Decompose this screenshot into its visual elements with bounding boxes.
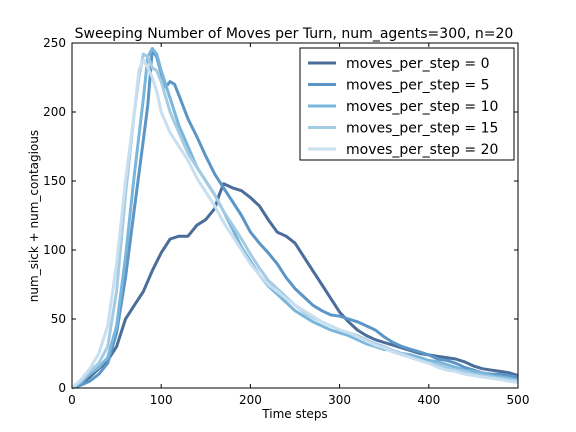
y-axis-label: num_sick + num_contagious — [27, 130, 41, 302]
legend: moves_per_step = 0 moves_per_step = 5 move… — [299, 47, 515, 161]
x-tick-label: 400 — [417, 393, 440, 407]
series-line-1 — [71, 48, 519, 390]
legend-label-3: moves_per_step = 15 — [346, 121, 498, 137]
legend-label-2: moves_per_step = 10 — [346, 99, 498, 115]
chart-title: Sweeping Number of Moves per Turn, num_a… — [75, 26, 514, 42]
x-tick-label: 200 — [239, 393, 262, 407]
series-line-4 — [70, 58, 519, 390]
legend-label-1: moves_per_step = 5 — [346, 78, 489, 94]
series-line-3 — [71, 52, 519, 390]
y-axis: 0 50 100 150 200 250 — [43, 36, 518, 395]
y-tick-label: 50 — [51, 312, 66, 326]
y-tick-label: 100 — [43, 243, 66, 257]
y-tick-label: 250 — [43, 36, 66, 50]
y-tick-label: 200 — [43, 105, 66, 119]
x-tick-label: 0 — [68, 393, 76, 407]
series-layer — [70, 47, 519, 390]
legend-label-4: moves_per_step = 20 — [346, 142, 498, 158]
series-line-2 — [71, 47, 519, 390]
series-line-0 — [71, 182, 519, 390]
x-tick-label: 300 — [328, 393, 351, 407]
legend-box — [299, 47, 515, 161]
x-tick-label: 500 — [507, 393, 530, 407]
y-tick-label: 0 — [58, 381, 66, 395]
x-tick-label: 100 — [150, 393, 173, 407]
plot-frame — [71, 42, 519, 389]
legend-label-0: moves_per_step = 0 — [346, 56, 489, 72]
y-tick-label: 150 — [43, 174, 66, 188]
x-axis-label: Time steps — [261, 407, 327, 421]
x-axis: 0 100 200 300 400 500 — [68, 43, 529, 407]
